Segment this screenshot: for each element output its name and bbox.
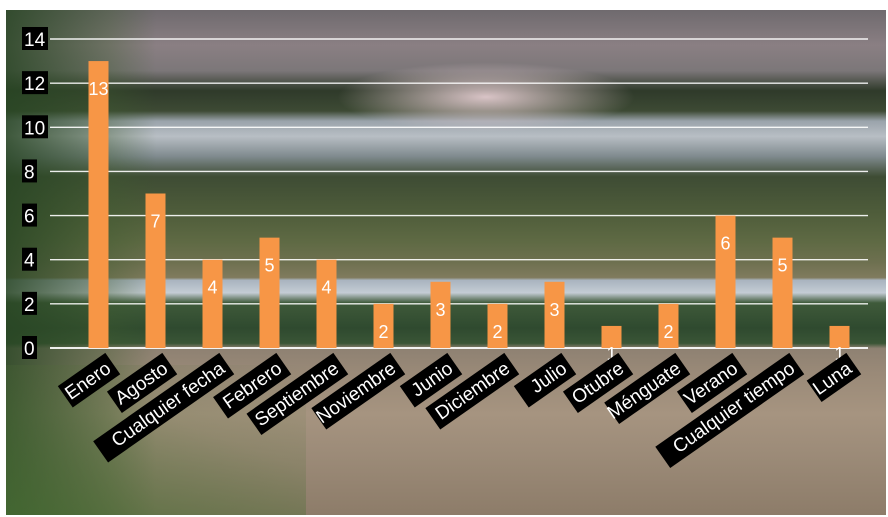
y-tick-label-bg [22,159,37,183]
bar [601,325,622,348]
bar [829,325,850,348]
y-tick-label: 8 [24,162,35,183]
category-label-bg [213,352,292,419]
category-label-bg [311,352,406,430]
category-label-bg [676,352,748,413]
category-label-group: Julio [513,352,577,408]
y-tick-label: 4 [24,251,35,272]
y-tick-label-bg [22,247,37,271]
data-label: 13 [88,79,108,99]
category-label-bg [425,352,520,430]
data-label: 1 [606,344,616,364]
y-tick-label: 10 [24,118,45,139]
category-label-bg [604,352,691,424]
bar [202,259,223,348]
data-label: 3 [549,300,559,320]
y-tick-label: 0 [24,339,35,360]
background-photo-sky [336,62,636,132]
bar [487,303,508,348]
data-label: 5 [264,256,274,276]
bar [316,259,337,348]
y-tick-label-bg [22,336,37,359]
category-label-bg [562,352,634,413]
data-label: 3 [435,300,445,320]
y-tick-label: 12 [24,74,45,95]
y-axis-ticks: 0 2 4 6 8 10 12 14 [22,27,48,360]
bar [772,237,793,348]
grid-lines [50,38,868,349]
bar [430,281,451,348]
category-label-bg [655,352,805,469]
data-label: 2 [663,322,673,342]
bar [259,237,280,348]
bar [145,193,166,348]
category-label-bg [93,352,235,463]
bar [715,215,736,348]
data-label: 5 [777,256,787,276]
category-label-bg [399,352,463,408]
bar [88,61,109,348]
category-label-bg [246,352,349,435]
y-tick-label-bg [22,27,48,50]
category-label-bg [806,352,862,402]
y-tick-label: 14 [24,30,46,51]
data-label: 6 [720,234,730,254]
category-label-bg [57,352,121,408]
y-tick-label-bg [22,291,37,315]
data-label: 4 [207,278,217,298]
category-label-group: Enero [57,352,121,408]
bars [88,61,850,348]
y-tick-label-bg [22,203,37,227]
data-label: 7 [150,212,160,232]
y-tick-label: 6 [24,207,35,228]
category-label-bg [106,352,178,413]
bar [373,303,394,348]
data-labels: 13 7 4 5 4 2 3 2 3 1 2 6 5 1 [88,79,844,364]
y-tick-label: 2 [24,295,35,316]
category-label-bg [513,352,577,408]
bar [658,303,679,348]
data-label: 1 [834,344,844,364]
data-label: 2 [378,322,388,342]
data-label: 4 [321,278,331,298]
data-label: 2 [492,322,502,342]
y-tick-label-bg [22,115,48,139]
y-tick-label-bg [22,71,48,95]
bar [544,281,565,348]
